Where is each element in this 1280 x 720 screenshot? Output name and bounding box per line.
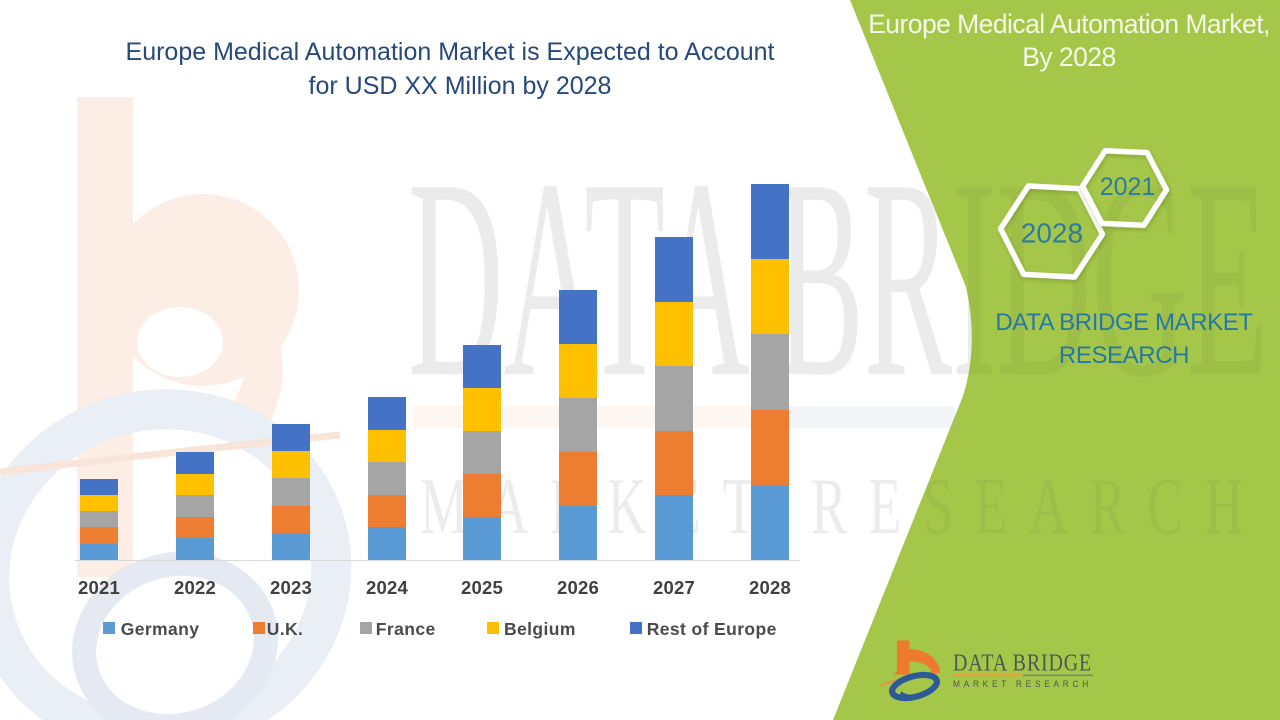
svg-text:MARKET RESEARCH: MARKET RESEARCH [420,463,1265,551]
svg-text:2021: 2021 [1100,173,1156,201]
svg-text:DATA BRIDGE: DATA BRIDGE [408,120,1268,436]
svg-text:MARKET RESEARCH: MARKET RESEARCH [953,679,1092,689]
svg-text:2028: 2028 [1021,218,1083,249]
svg-text:DATA BRIDGE: DATA BRIDGE [953,651,1092,677]
